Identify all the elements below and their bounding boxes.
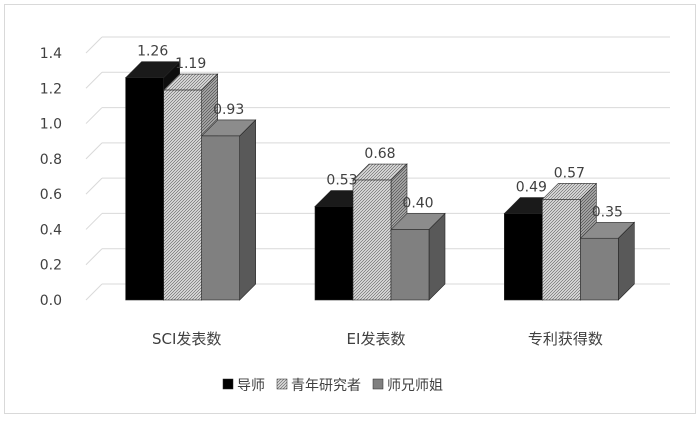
legend-label: 师兄师姐 (387, 378, 443, 394)
data-label: 1.26 (137, 44, 168, 60)
bar-front (542, 199, 581, 301)
y-tick-label: 0.8 (40, 152, 62, 168)
data-label: 0.35 (592, 204, 623, 220)
legend-swatch (222, 378, 234, 390)
bar-front (125, 77, 164, 301)
bar-front (314, 206, 354, 301)
y-tick-label: 1.4 (40, 46, 62, 62)
bar-front (201, 135, 240, 301)
legend-label: 导师 (237, 378, 265, 394)
y-tick-label: 0.4 (40, 222, 62, 238)
legend-swatch (276, 378, 288, 390)
gridline-side (85, 248, 103, 266)
legend-label: 青年研究者 (291, 378, 361, 394)
bar-front (504, 213, 543, 301)
gridline-side (85, 71, 103, 89)
bar-front (163, 89, 202, 301)
gridline-side (85, 107, 103, 124)
data-label: 1.19 (175, 56, 206, 72)
data-label: 0.53 (326, 172, 357, 188)
y-tick-label: 0.2 (40, 258, 62, 274)
gridline-side (85, 213, 103, 230)
bar (390, 212, 446, 301)
legend-swatch (372, 378, 384, 390)
y-tick-label: 0.0 (40, 293, 62, 309)
data-label: 0.57 (554, 165, 585, 181)
data-label: 0.40 (402, 195, 433, 211)
bar-front (390, 229, 430, 301)
bar (200, 119, 257, 301)
gridline-side (85, 177, 103, 195)
data-label: 0.68 (364, 146, 395, 162)
x-tick-label: EI发表数 (347, 330, 406, 348)
x-tick-label: 专利获得数 (528, 330, 603, 348)
x-tick-label: SCI发表数 (152, 330, 221, 348)
gridline-side (85, 142, 103, 160)
y-tick-label: 1.2 (40, 81, 62, 97)
gridline-side (85, 283, 103, 301)
bar-front (580, 237, 619, 301)
bar-front (352, 179, 392, 301)
gridline-side (85, 36, 103, 54)
data-label: 0.49 (516, 180, 547, 196)
bar-side (239, 119, 256, 301)
y-tick-label: 1.0 (40, 117, 62, 133)
y-tick-label: 0.6 (40, 187, 62, 203)
bar (579, 221, 636, 301)
data-label: 0.93 (213, 102, 244, 118)
